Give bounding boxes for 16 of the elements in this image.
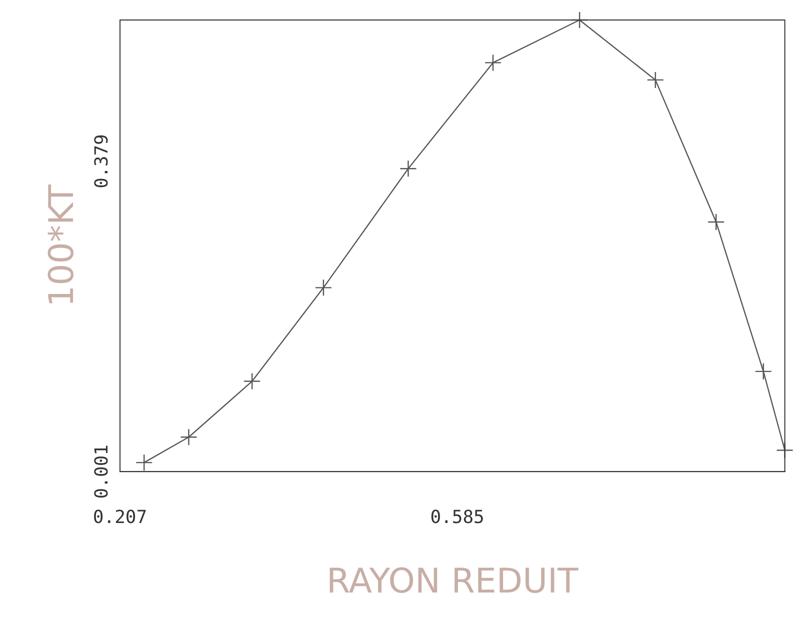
y-tick-label: 0.379 — [92, 134, 113, 188]
point — [243, 372, 261, 390]
x-tick-label: 0.207 — [92, 507, 148, 528]
y-axis-title: 100*KT — [42, 184, 82, 307]
point — [754, 362, 772, 380]
point — [314, 279, 332, 296]
point — [707, 213, 725, 231]
point — [180, 428, 198, 446]
point — [400, 160, 417, 178]
point — [646, 71, 664, 89]
x-axis-title: RAYON REDUIT — [326, 561, 579, 602]
point — [135, 454, 153, 472]
y-tick-label: 0.001 — [92, 444, 113, 499]
point — [484, 54, 502, 72]
x-tick-label: 0.585 — [430, 507, 484, 528]
point — [776, 442, 794, 459]
